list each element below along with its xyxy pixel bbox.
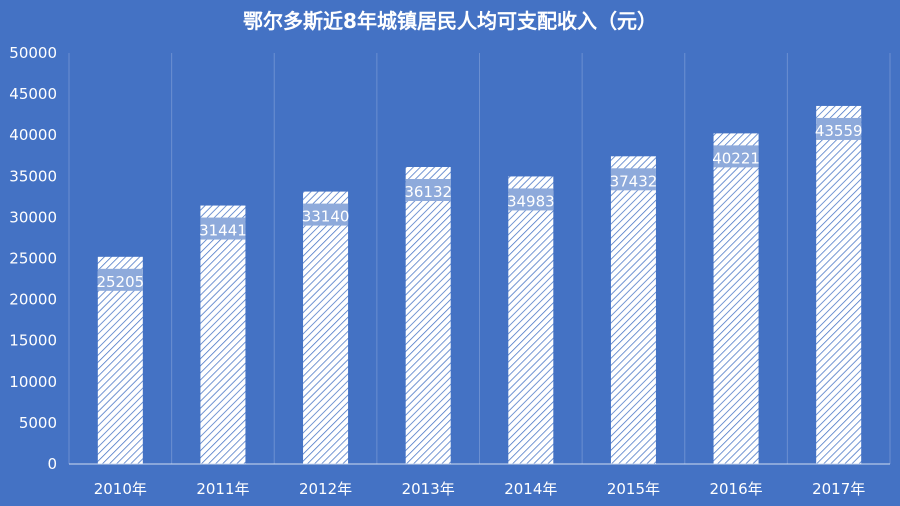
bars	[97, 105, 862, 465]
bar	[508, 176, 554, 464]
y-tick-label: 35000	[9, 167, 57, 185]
y-tick-label: 50000	[9, 44, 57, 62]
data-labels: 25205 31441 33140 36132 34983 37432 40221 43559	[96, 117, 863, 291]
data-label: 34983	[507, 192, 555, 210]
bar	[97, 256, 143, 464]
data-label-background	[816, 117, 862, 140]
gridlines	[68, 53, 891, 464]
bar	[816, 105, 862, 465]
x-tick-label: 2013年	[402, 480, 455, 498]
bar	[405, 166, 451, 464]
bar	[200, 205, 246, 464]
data-label-background	[200, 217, 246, 240]
data-label: 36132	[404, 183, 452, 201]
chart-title: 鄂尔多斯近8年城镇居民人均可支配收入（元）	[243, 9, 657, 33]
y-tick-label: 30000	[9, 208, 57, 226]
y-tick-label: 20000	[9, 291, 57, 309]
data-label: 25205	[96, 273, 144, 291]
data-label: 37432	[610, 172, 658, 190]
data-label-background	[713, 145, 759, 168]
y-tick-label: 25000	[9, 250, 57, 268]
x-axis-ticks: 2010年 2011年 2012年 2013年 2014年 2015年 2016年 2017年	[94, 480, 866, 498]
data-label-background	[97, 268, 143, 291]
data-label-background	[303, 203, 349, 226]
data-label: 40221	[712, 149, 760, 167]
data-label: 33140	[302, 208, 350, 226]
data-label-background	[405, 178, 451, 201]
x-tick-label: 2015年	[607, 480, 660, 498]
x-tick-label: 2011年	[196, 480, 249, 498]
data-label: 43559	[815, 122, 863, 140]
y-tick-label: 0	[47, 455, 57, 473]
x-tick-label: 2010年	[94, 480, 147, 498]
y-tick-label: 10000	[9, 373, 57, 391]
bar	[610, 156, 656, 464]
data-label: 31441	[199, 222, 247, 240]
y-tick-label: 45000	[9, 85, 57, 103]
y-tick-label: 15000	[9, 332, 57, 350]
y-tick-label: 40000	[9, 126, 57, 144]
data-label-background	[508, 188, 554, 211]
x-tick-label: 2014年	[504, 480, 557, 498]
x-tick-label: 2017年	[812, 480, 865, 498]
bar	[303, 191, 349, 464]
x-tick-label: 2016年	[709, 480, 762, 498]
x-tick-label: 2012年	[299, 480, 352, 498]
y-axis-ticks: 0 5000 10000 15000 20000 25000 30000 35000 40000…	[9, 44, 57, 473]
bar	[713, 133, 759, 465]
data-label-background	[610, 168, 656, 191]
y-tick-label: 5000	[19, 414, 57, 432]
